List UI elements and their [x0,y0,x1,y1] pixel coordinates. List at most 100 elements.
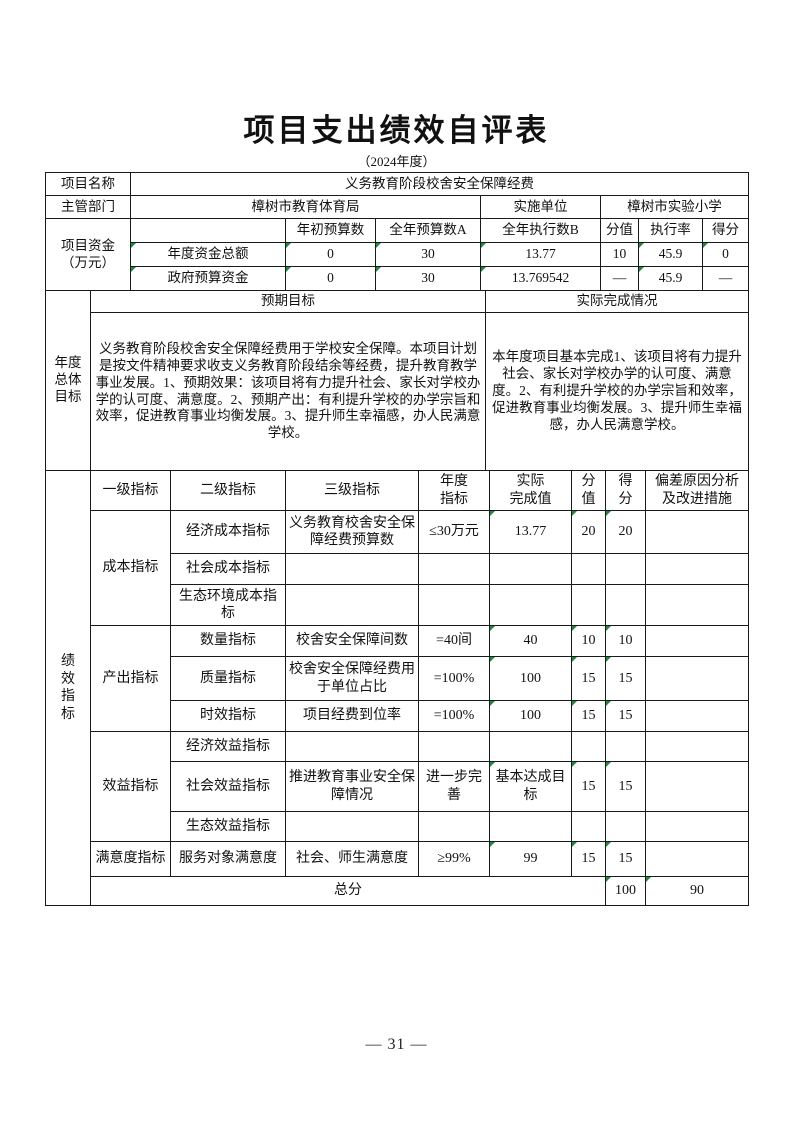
deviation-cell [645,731,749,762]
level2-cell: 生态环境成本指标 [170,584,286,626]
implementing-unit-value: 樟树市实验小学 [600,195,749,219]
annual-target-cell: =100% [418,700,490,732]
level3-cell: 社会、师生满意度 [285,841,419,877]
deviation-cell [645,553,749,585]
level3-cell [285,553,419,585]
annual-target-cell [418,811,490,842]
level2-cell: 质量指标 [170,656,286,701]
indicator-row: 产出指标 数量指标 校舍安全保障间数 =40间 40 10 10 [46,625,749,732]
score-value-cell: 15 [571,700,606,732]
fund-row-total: 年度资金总额 0 30 13.77 10 45.9 0 [46,242,749,267]
fund-section-label: 项目资金 （万元） [45,218,131,291]
actual-completion-header: 实际完成情况 [485,290,749,313]
performance-indicators-table: 绩 效 指 标 一级指标 二级指标 三级指标 年度 指标 实际 完成值 分 值 … [45,470,749,906]
level1-cell: 成本指标 [90,510,171,626]
indicator-header-row: 绩 效 指 标 一级指标 二级指标 三级指标 年度 指标 实际 完成值 分 值 … [45,470,749,906]
fund-row-name: 政府预算资金 [130,266,286,291]
score-value-cell [571,731,606,762]
level3-cell: 校舍安全保障间数 [285,625,419,657]
fund-header-annual: 全年预算数A [375,218,481,243]
level3-cell [285,811,419,842]
header-level1: 一级指标 [90,470,171,511]
deviation-cell [645,625,749,657]
fund-header-initial: 年初预算数 [285,218,376,243]
indicator-row: 满意度指标 服务对象满意度 社会、师生满意度 ≥99% 99 15 15 [46,841,749,877]
project-name-value: 义务教育阶段校舍安全保障经费 [130,172,749,196]
fund-executed-value: 13.769542 [480,266,601,291]
score-value-cell: 15 [571,656,606,701]
level2-cell: 生态效益指标 [170,811,286,842]
total-score-value: 100 [605,876,646,906]
fund-score-value: — [600,266,639,291]
total-score-row: 总分 100 90 [46,876,749,906]
fund-initial-value: 0 [285,242,376,267]
annual-target-cell [418,584,490,626]
deviation-cell [645,584,749,626]
fund-initial-value: 0 [285,266,376,291]
project-name-row: 项目名称 义务教育阶段校舍安全保障经费 [45,172,749,196]
level2-cell: 经济成本指标 [170,510,286,554]
fund-header-row: 项目资金 （万元） 年初预算数 全年预算数A 全年执行数B 分值 执行率 得分 [45,218,749,291]
total-score-label: 总分 [90,876,606,906]
annual-target-cell [418,553,490,585]
actual-value-cell [489,811,572,842]
score-cell: 20 [605,510,646,554]
score-value-cell: 15 [571,761,606,812]
level3-cell: 推进教育事业安全保障情况 [285,761,419,812]
level3-cell [285,731,419,762]
level1-cell: 满意度指标 [90,841,171,877]
score-cell: 15 [605,761,646,812]
actual-value-cell [489,584,572,626]
actual-value-cell [489,731,572,762]
annual-target-cell: =100% [418,656,490,701]
header-deviation: 偏差原因分析 及改进措施 [645,470,749,511]
fund-header-rate: 执行率 [638,218,703,243]
header-score-value: 分 值 [571,470,606,511]
fund-header-score-value: 分值 [600,218,639,243]
score-value-cell: 20 [571,510,606,554]
expected-goal-text: 义务教育阶段校舍安全保障经费用于学校安全保障。本项目计划是按文件精神要求收支义务… [90,312,486,471]
deviation-cell [645,761,749,812]
level2-cell: 经济效益指标 [170,731,286,762]
department-row: 主管部门 樟树市教育体育局 实施单位 樟树市实验小学 [45,195,749,219]
fund-executed-value: 13.77 [480,242,601,267]
header-score: 得 分 [605,470,646,511]
fund-score: 0 [702,242,749,267]
actual-value-cell: 基本达成目标 [489,761,572,812]
fund-header-executed: 全年执行数B [480,218,601,243]
level2-cell: 社会效益指标 [170,761,286,812]
goal-content-row: 义务教育阶段校舍安全保障经费用于学校安全保障。本项目计划是按文件精神要求收支义务… [46,312,749,471]
header-actual-value: 实际 完成值 [489,470,572,511]
level3-cell [285,584,419,626]
level1-cell: 效益指标 [90,731,171,842]
annual-goal-table: 年度 总体 目标 预期目标 实际完成情况 义务教育阶段校舍安全保障经费用于学校安… [45,290,749,471]
page-number: — 31 — [365,1036,428,1053]
score-cell: 15 [605,656,646,701]
score-cell: 15 [605,841,646,877]
indicator-row: 成本指标 经济成本指标 义务教育校舍安全保障经费预算数 ≤30万元 13.77 … [46,510,749,626]
annual-target-cell [418,731,490,762]
fund-score: — [702,266,749,291]
page-title: 项目支出绩效自评表 [243,113,550,148]
header-level3: 三级指标 [285,470,419,511]
level2-cell: 数量指标 [170,625,286,657]
actual-value-cell: 40 [489,625,572,657]
indicator-row: 质量指标 校舍安全保障经费用于单位占比 =100% 100 15 15 [46,656,749,701]
score-value-cell [571,553,606,585]
annual-target-cell: ≥99% [418,841,490,877]
annual-target-cell: ≤30万元 [418,510,490,554]
deviation-cell [645,656,749,701]
indicator-row: 生态环境成本指标 [46,584,749,626]
actual-value-cell: 100 [489,700,572,732]
score-cell: 10 [605,625,646,657]
goal-section-label: 年度 总体 目标 [45,290,91,471]
score-value-cell [571,584,606,626]
project-name-label: 项目名称 [45,172,131,196]
indicator-row: 社会效益指标 推进教育事业安全保障情况 进一步完善 基本达成目标 15 15 [46,761,749,812]
level2-cell: 时效指标 [170,700,286,732]
page-subtitle: （2024年度） [357,154,436,169]
fund-rate-value: 45.9 [638,266,703,291]
level3-cell: 义务教育校舍安全保障经费预算数 [285,510,419,554]
annual-target-cell: =40间 [418,625,490,657]
fund-annual-value: 30 [375,242,481,267]
